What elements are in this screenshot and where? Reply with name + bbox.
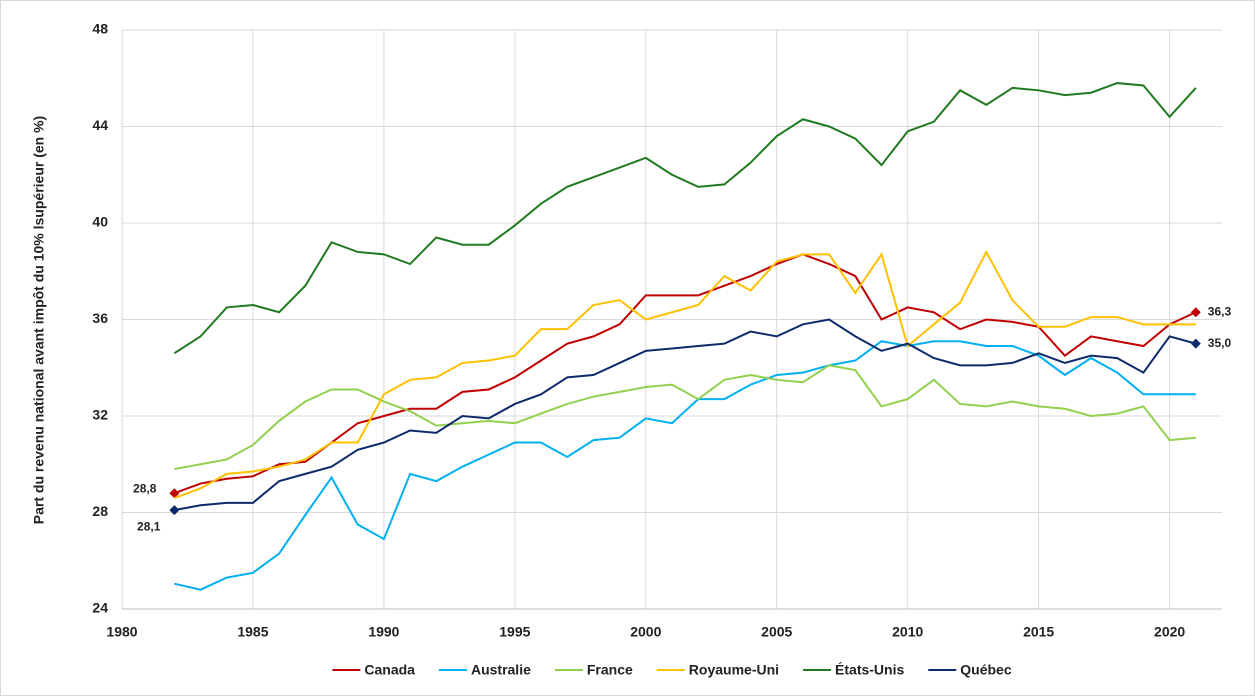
y-tick-label: 48	[92, 21, 108, 37]
y-axis-title: Part du revenu national avant impôt du 1…	[31, 116, 47, 524]
legend-label: Canada	[364, 662, 415, 678]
data-label: 28,8	[133, 481, 157, 495]
legend-label: Royaume-Uni	[689, 662, 779, 678]
y-tick-label: 36	[92, 310, 108, 326]
y-tick-label: 24	[92, 600, 108, 616]
x-tick-label: 2000	[630, 624, 661, 640]
data-label: 36,3	[1208, 304, 1232, 318]
x-tick-label: 1995	[499, 624, 530, 640]
y-tick-label: 28	[92, 503, 108, 519]
x-tick-label: 1985	[237, 624, 268, 640]
series-line	[174, 340, 1196, 591]
legend-item: Canada	[332, 662, 415, 678]
x-tick-label: 1980	[106, 624, 137, 640]
x-tick-label: 2020	[1154, 624, 1185, 640]
data-marker	[1190, 307, 1201, 318]
data-label: 28,1	[137, 519, 161, 533]
legend-label: Québec	[960, 662, 1012, 678]
x-tick-label: 1990	[368, 624, 399, 640]
legend-label: États-Unis	[835, 662, 904, 678]
x-tick-label: 2015	[1023, 624, 1054, 640]
legend-label: France	[587, 662, 633, 678]
legend-label: Australie	[471, 662, 531, 678]
legend-item: Québec	[928, 662, 1012, 678]
data-marker	[169, 505, 180, 516]
legend-item: Royaume-Uni	[656, 662, 779, 678]
series-line	[173, 82, 1197, 355]
x-tick-label: 2005	[761, 624, 792, 640]
x-tick-label: 2010	[892, 624, 923, 640]
y-tick-label: 40	[92, 214, 108, 230]
y-tick-label: 32	[92, 407, 108, 423]
data-label: 35,0	[1208, 336, 1232, 350]
legend-item: France	[554, 662, 633, 678]
legend-item: Australie	[438, 662, 531, 678]
data-marker	[1190, 338, 1201, 349]
legend: Canada Australie France Royaume-Uni États-Un…	[332, 662, 1012, 678]
series-line	[174, 318, 1197, 512]
legend-item: États-Unis	[803, 662, 904, 678]
series-line	[174, 249, 1196, 499]
series-line	[174, 253, 1197, 495]
series-line	[174, 364, 1196, 471]
y-tick-label: 44	[92, 117, 108, 133]
data-marker	[169, 488, 180, 499]
